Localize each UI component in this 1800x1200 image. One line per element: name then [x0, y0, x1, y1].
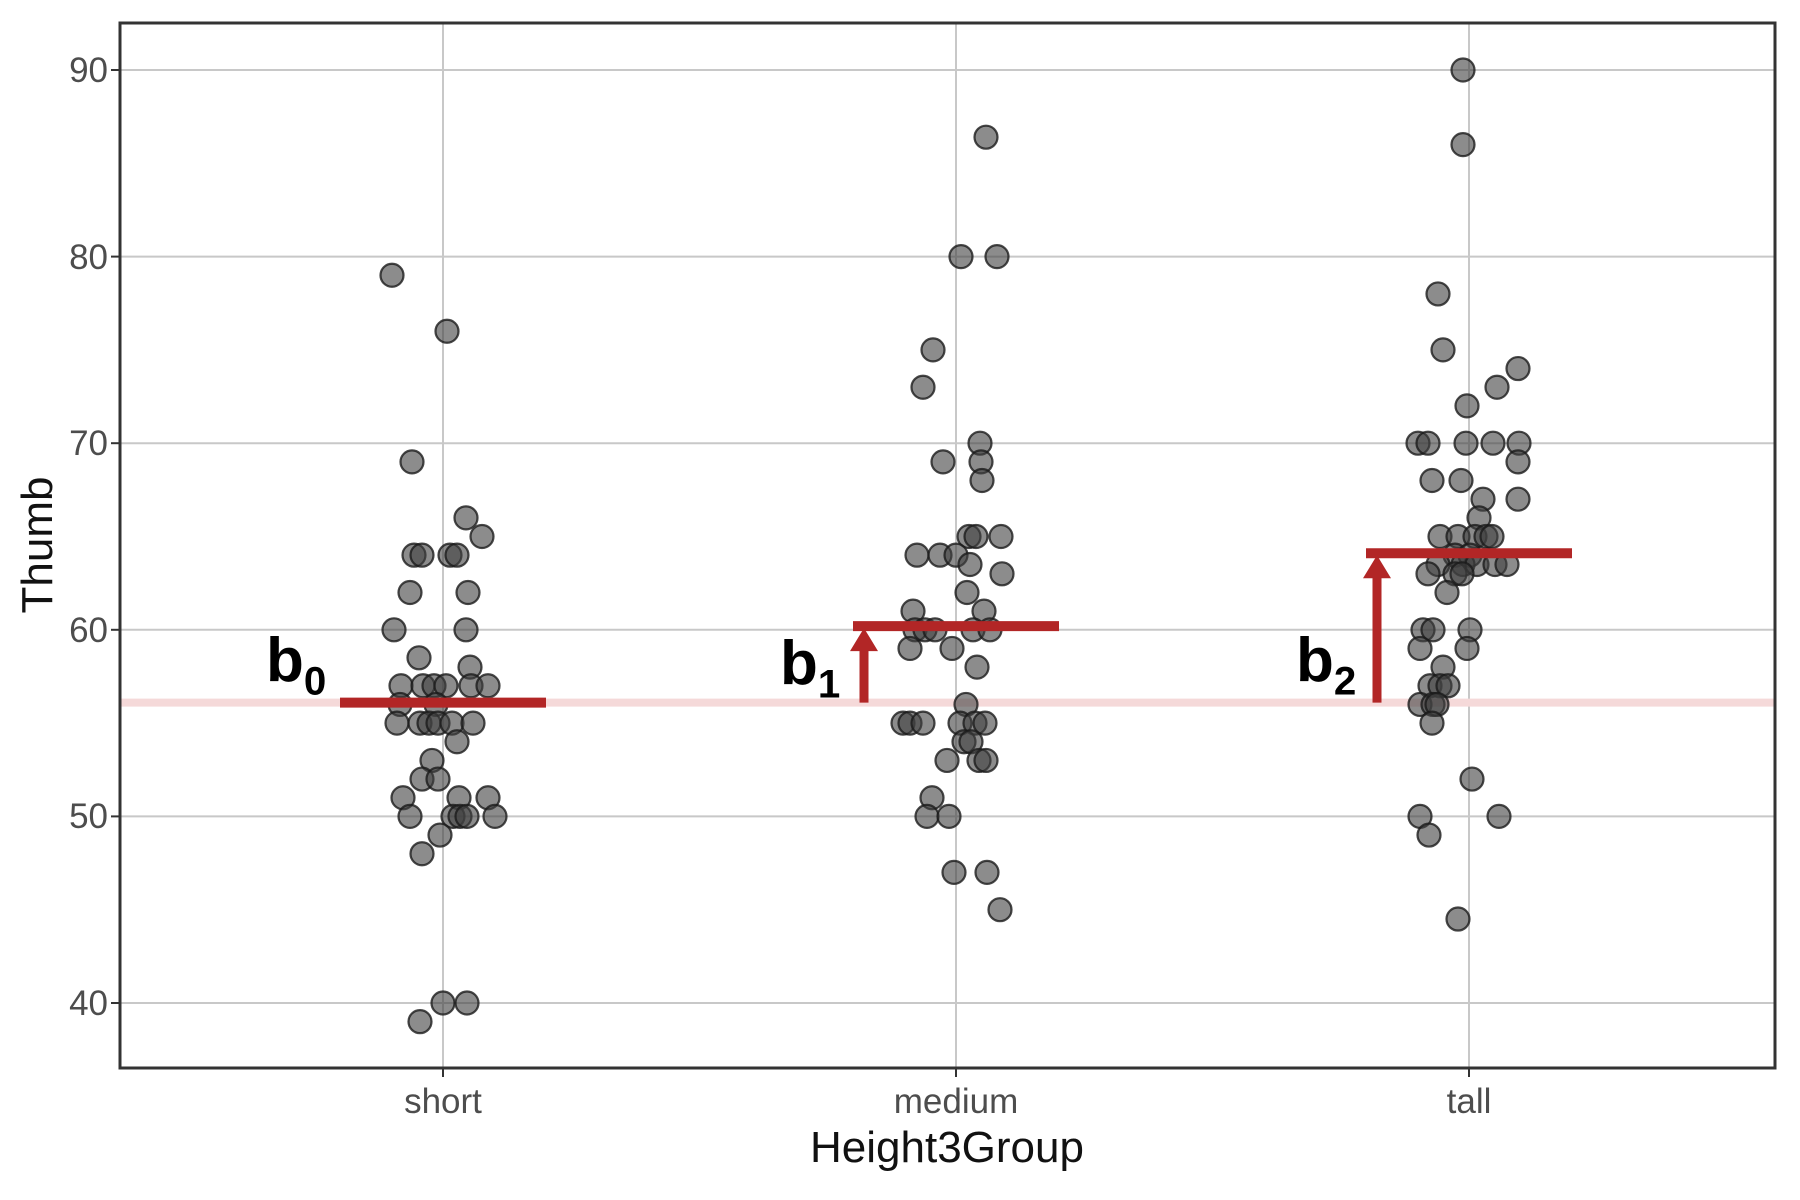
arrow-head-tall: [1363, 555, 1391, 579]
data-point-tall: [1449, 561, 1475, 587]
data-point-medium: [957, 551, 983, 578]
data-point-short: [379, 262, 405, 288]
data-point-short: [399, 449, 425, 475]
data-point-short: [409, 841, 435, 867]
y-tick-label-60: 60: [69, 610, 108, 650]
data-point-medium: [964, 654, 990, 680]
data-point-medium: [910, 374, 936, 400]
data-point-short: [475, 673, 501, 699]
data-point-short: [406, 645, 432, 671]
data-point-tall: [1486, 803, 1512, 830]
data-point-short: [407, 1009, 433, 1035]
data-point-short: [453, 617, 479, 643]
data-point-tall: [1505, 486, 1531, 512]
data-point-medium: [914, 803, 940, 830]
data-point-short: [454, 990, 480, 1016]
data-point-medium: [987, 897, 1013, 923]
data-point-short: [430, 990, 456, 1016]
data-point-tall: [1419, 710, 1445, 736]
data-point-medium: [930, 449, 956, 475]
data-point-tall: [1450, 57, 1476, 83]
data-point-medium: [920, 337, 946, 363]
y-tick-label-90: 90: [69, 51, 108, 90]
data-point-tall: [1448, 467, 1474, 494]
data-point-short: [453, 505, 479, 531]
data-point-medium: [974, 859, 1000, 885]
data-point-tall: [1415, 430, 1441, 456]
data-point-medium: [984, 244, 1010, 270]
data-point-tall: [1454, 635, 1480, 662]
data-point-short: [469, 523, 495, 550]
data-point-medium: [936, 803, 962, 830]
data-point-tall: [1419, 467, 1445, 494]
data-point-medium: [973, 747, 999, 774]
data-point-short: [460, 710, 486, 736]
data-point-medium: [972, 710, 998, 736]
data-point-short: [397, 579, 423, 606]
data-point-medium: [954, 579, 980, 606]
data-point-tall: [1450, 132, 1476, 158]
x-tick-label-tall: tall: [1446, 1082, 1492, 1121]
data-point-medium: [934, 747, 960, 774]
data-point-tall: [1420, 617, 1446, 643]
data-point-medium: [910, 710, 936, 736]
data-point-medium: [939, 635, 965, 662]
data-point-medium: [963, 523, 989, 550]
data-point-short: [434, 318, 460, 344]
data-point-tall: [1445, 906, 1471, 932]
data-point-short: [425, 766, 451, 792]
data-point-short: [427, 822, 453, 848]
y-tick-label-40: 40: [69, 984, 108, 1023]
x-axis-title: Height3Group: [810, 1123, 1084, 1172]
data-point-medium: [969, 467, 995, 494]
y-axis-title: Thumb: [13, 476, 62, 614]
data-point-tall: [1454, 393, 1480, 419]
data-point-tall: [1484, 374, 1510, 400]
x-tick-label-short: short: [404, 1082, 482, 1121]
data-point-medium: [989, 561, 1015, 587]
data-point-tall: [1453, 430, 1479, 456]
data-point-tall: [1505, 449, 1531, 475]
data-point-short: [455, 579, 481, 606]
data-point-tall: [1407, 635, 1433, 662]
data-point-short: [384, 710, 410, 736]
data-point-short: [381, 617, 407, 643]
data-point-short: [397, 803, 423, 830]
data-point-tall: [1425, 281, 1451, 307]
coefficient-label-b2: b2: [1296, 626, 1357, 704]
arrow-head-medium: [850, 628, 878, 652]
data-point-medium: [948, 244, 974, 270]
x-tick-label-medium: medium: [893, 1082, 1019, 1121]
data-point-tall: [1430, 337, 1456, 363]
data-point-short: [454, 803, 480, 830]
data-point-short: [444, 542, 470, 568]
data-point-tall: [1435, 673, 1461, 699]
panel-border: [118, 21, 1777, 1070]
data-point-medium: [973, 124, 999, 150]
data-point-tall: [1459, 766, 1485, 792]
data-point-medium: [988, 523, 1014, 550]
data-point-tall: [1415, 561, 1441, 587]
data-point-medium: [897, 635, 923, 662]
data-point-medium: [904, 542, 930, 568]
data-point-short: [409, 542, 435, 568]
data-point-tall: [1434, 579, 1460, 606]
y-tick-label-50: 50: [69, 797, 108, 837]
data-point-tall: [1416, 822, 1442, 848]
y-tick-label-80: 80: [69, 237, 108, 277]
data-point-tall: [1480, 430, 1506, 456]
data-point-tall: [1505, 355, 1531, 382]
data-point-tall: [1479, 523, 1505, 550]
coefficient-label-b0: b0: [266, 626, 327, 704]
data-point-medium: [941, 859, 967, 885]
coefficient-label-b1: b1: [780, 629, 841, 707]
data-point-short: [482, 803, 508, 830]
data-point-short: [444, 729, 470, 755]
y-tick-label-70: 70: [69, 424, 108, 464]
